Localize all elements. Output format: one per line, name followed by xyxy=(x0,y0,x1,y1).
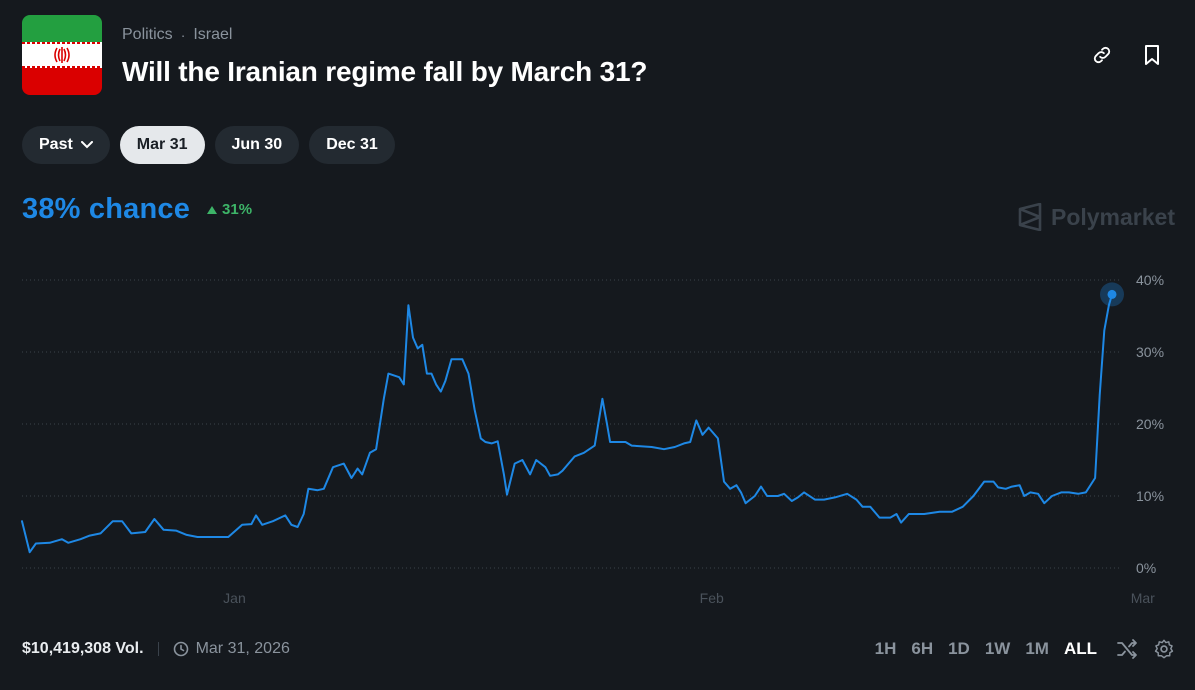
range-6h[interactable]: 6H xyxy=(911,639,934,658)
current-point xyxy=(1107,289,1117,299)
date-pill-label: Jun 30 xyxy=(231,136,283,153)
date-pill-label: Dec 31 xyxy=(326,136,378,153)
date-selector: Past Mar 31 Jun 30 Dec 31 xyxy=(22,126,395,164)
bookmark-button[interactable] xyxy=(1137,40,1167,70)
flag-trim-bottom xyxy=(22,66,102,69)
settings-gear-icon[interactable] xyxy=(1153,638,1175,660)
polymarket-watermark: Polymarket xyxy=(1017,203,1175,231)
page-title: Will the Iranian regime fall by March 31… xyxy=(122,56,648,87)
brand-name: Polymarket xyxy=(1050,203,1175,230)
range-1d[interactable]: 1D xyxy=(948,639,970,658)
breadcrumb-separator: · xyxy=(180,27,186,43)
date-pill-mar-31[interactable]: Mar 31 xyxy=(119,126,205,164)
end-date: Mar 31, 2026 xyxy=(173,640,290,658)
breadcrumb-category[interactable]: Politics xyxy=(122,26,173,43)
market-footer: $10,419,308 Vol. Mar 31, 2026 xyxy=(22,640,290,658)
date-pill-label: Mar 31 xyxy=(136,136,188,153)
end-date-text: Mar 31, 2026 xyxy=(195,640,290,657)
bookmark-icon xyxy=(1145,45,1159,65)
shuffle-icon[interactable] xyxy=(1116,638,1138,660)
price-history-chart[interactable]: 40% 30% 20% 10% 0% Jan Feb Mar xyxy=(0,255,1195,615)
chance-value: 38% chance xyxy=(22,193,191,225)
range-1h[interactable]: 1H xyxy=(874,639,897,658)
flag-green-band xyxy=(22,15,102,42)
link-icon xyxy=(1093,46,1111,64)
footer-divider xyxy=(157,642,159,656)
flag-red-band xyxy=(22,68,102,95)
clock-icon xyxy=(173,641,188,657)
date-pill-past[interactable]: Past xyxy=(22,126,110,164)
x-tick-label: Feb xyxy=(700,590,724,606)
y-tick-label: 0% xyxy=(1136,560,1156,576)
polymarket-logo-icon xyxy=(1018,203,1042,231)
date-pill-jun-30[interactable]: Jun 30 xyxy=(214,126,300,164)
flag-emblem xyxy=(54,46,70,63)
y-tick-label: 40% xyxy=(1136,272,1164,288)
iran-flag-icon xyxy=(22,15,102,95)
date-pill-dec-31[interactable]: Dec 31 xyxy=(309,126,395,164)
volume-label: $10,419,308 Vol. xyxy=(22,640,144,657)
x-tick-label: Mar xyxy=(1131,590,1155,606)
flag-white-band xyxy=(22,41,102,69)
series-line xyxy=(21,293,1113,554)
copy-link-button[interactable] xyxy=(1087,40,1117,70)
y-tick-label: 30% xyxy=(1136,344,1164,360)
probability-summary: 38% chance 31% xyxy=(22,193,252,226)
y-tick-label: 20% xyxy=(1136,416,1164,432)
range-1m[interactable]: 1M xyxy=(1025,639,1049,658)
chance-change-value: 31% xyxy=(222,201,253,218)
range-1w[interactable]: 1W xyxy=(984,639,1011,658)
breadcrumb: Politics · Israel xyxy=(122,26,232,44)
triangle-up-icon xyxy=(207,205,218,214)
chance-change: 31% xyxy=(206,201,252,218)
date-pill-label: Past xyxy=(39,136,73,153)
breadcrumb-subcategory[interactable]: Israel xyxy=(193,26,233,43)
time-range-selector: 1H 6H 1D 1W 1M ALL xyxy=(875,638,1175,660)
chevron-down-icon xyxy=(80,141,93,149)
x-tick-label: Jan xyxy=(223,590,246,606)
range-all[interactable]: ALL xyxy=(1063,639,1097,658)
flag-trim-top xyxy=(22,41,102,44)
y-tick-label: 10% xyxy=(1136,488,1164,504)
